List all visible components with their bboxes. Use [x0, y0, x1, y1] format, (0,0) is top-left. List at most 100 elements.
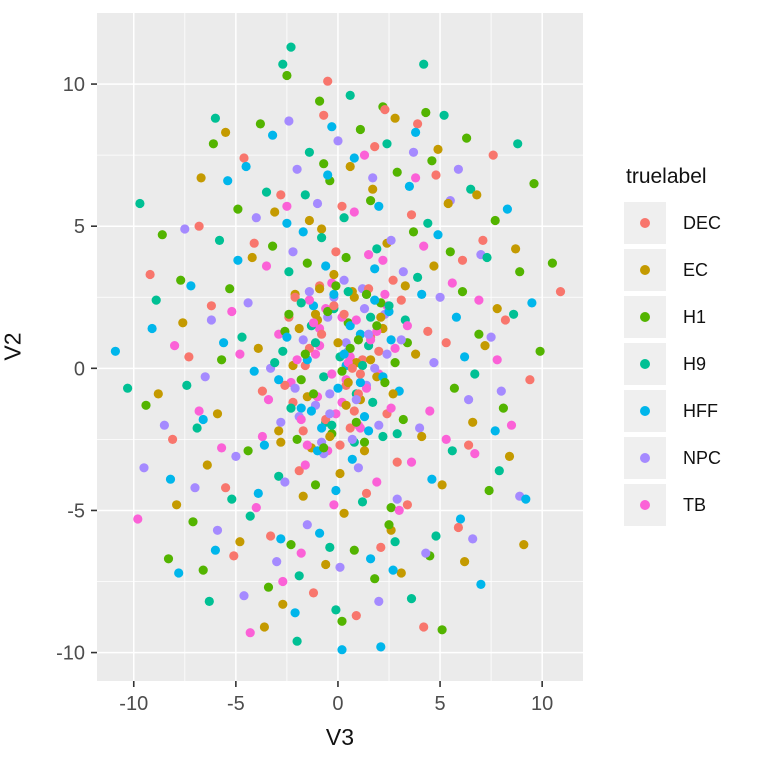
- data-point-ec: [221, 127, 231, 137]
- data-point-h1: [445, 247, 455, 257]
- data-point-h1: [225, 284, 235, 294]
- data-point-ec: [345, 161, 355, 172]
- data-point-tb: [304, 295, 314, 305]
- data-point-h1: [337, 616, 347, 626]
- data-point-npc: [298, 335, 308, 345]
- data-point-h9: [294, 571, 304, 581]
- data-point-h9: [304, 147, 314, 157]
- data-point-ec: [270, 207, 280, 217]
- data-point-npc: [312, 198, 323, 209]
- data-point-hff: [370, 295, 380, 305]
- data-point-hff: [386, 335, 396, 345]
- data-point-dec: [453, 522, 463, 533]
- data-point-h1: [386, 503, 396, 513]
- data-point-dec: [374, 346, 384, 356]
- data-point-ec: [349, 292, 359, 302]
- data-point-npc: [325, 389, 335, 399]
- data-point-npc: [333, 136, 343, 146]
- data-point-h1: [361, 289, 372, 299]
- data-point-tb: [351, 315, 361, 325]
- data-point-hff: [276, 534, 286, 544]
- data-point-dec: [413, 119, 423, 129]
- data-point-npc: [284, 116, 294, 126]
- data-point-dec: [457, 255, 468, 265]
- data-point-hff: [259, 440, 269, 450]
- data-point-h1: [319, 159, 329, 169]
- data-point-tb: [361, 383, 372, 393]
- data-point-h9: [508, 309, 519, 319]
- data-point-hff: [333, 383, 343, 393]
- data-point-npc: [290, 383, 300, 393]
- data-point-ec: [317, 224, 327, 234]
- legend-key: [624, 249, 666, 291]
- data-point-h1: [341, 252, 351, 263]
- data-point-tb: [261, 261, 272, 271]
- legend-item-npc: NPC: [624, 437, 766, 479]
- data-point-ec: [325, 431, 335, 442]
- data-point-ec: [376, 312, 386, 322]
- data-point-npc: [304, 287, 314, 297]
- data-point-tb: [278, 576, 288, 587]
- data-point-hff: [253, 488, 263, 498]
- data-point-dec: [402, 500, 412, 510]
- x-axis-title: V3: [325, 724, 355, 750]
- data-point-npc: [288, 247, 298, 257]
- data-point-dec: [406, 210, 417, 220]
- data-point-h9: [390, 537, 400, 547]
- data-point-h9: [237, 332, 247, 342]
- data-point-h9: [366, 312, 376, 322]
- data-point-hff: [521, 494, 531, 504]
- data-point-h1: [408, 227, 419, 237]
- data-point-ec: [315, 284, 325, 294]
- data-point-hff: [323, 170, 333, 180]
- data-points: [110, 42, 566, 655]
- data-point-dec: [423, 326, 433, 336]
- data-point-ec: [333, 338, 343, 348]
- data-point-ec: [153, 389, 163, 399]
- data-point-ec: [504, 451, 515, 461]
- data-point-npc: [292, 164, 302, 174]
- data-point-ec: [429, 261, 439, 271]
- data-point-ec: [276, 437, 286, 447]
- data-point-h9: [245, 511, 255, 521]
- data-point-h1: [390, 358, 400, 368]
- data-point-dec: [308, 588, 319, 598]
- data-point-npc: [364, 329, 374, 339]
- legend-key-dot: [640, 265, 650, 275]
- data-point-tb: [349, 207, 359, 217]
- data-point-tb: [470, 449, 480, 459]
- data-point-hff: [490, 426, 500, 436]
- data-point-tb: [359, 150, 370, 160]
- x-tick-label: -5: [227, 693, 245, 715]
- data-point-hff: [249, 366, 259, 376]
- data-point-tb: [235, 349, 245, 359]
- data-point-h1: [208, 139, 218, 149]
- data-point-h1: [380, 377, 390, 388]
- data-point-tb: [447, 278, 457, 288]
- data-point-h1: [535, 346, 545, 356]
- data-point-h1: [331, 281, 341, 291]
- data-point-tb: [217, 443, 227, 453]
- data-point-h1: [286, 540, 296, 550]
- data-point-npc: [159, 420, 169, 430]
- data-point-ec: [172, 500, 182, 510]
- data-point-h1: [427, 156, 437, 166]
- data-point-h1: [282, 70, 292, 81]
- data-point-npc: [374, 420, 384, 430]
- data-point-npc: [139, 463, 149, 473]
- data-point-h9: [466, 184, 476, 194]
- data-point-h9: [284, 267, 294, 277]
- data-point-h1: [319, 443, 329, 453]
- data-point-h1: [484, 485, 494, 496]
- legend-key: [624, 296, 666, 338]
- data-point-h1: [323, 306, 333, 317]
- legend-key-dot: [640, 453, 650, 463]
- data-point-h9: [378, 431, 388, 442]
- legend-key-dot: [640, 406, 650, 416]
- data-point-hff: [282, 218, 292, 228]
- data-point-npc: [408, 147, 419, 157]
- data-point-h9: [513, 139, 523, 149]
- data-point-ec: [178, 318, 188, 328]
- data-point-h9: [419, 59, 429, 69]
- data-point-npc: [339, 275, 349, 285]
